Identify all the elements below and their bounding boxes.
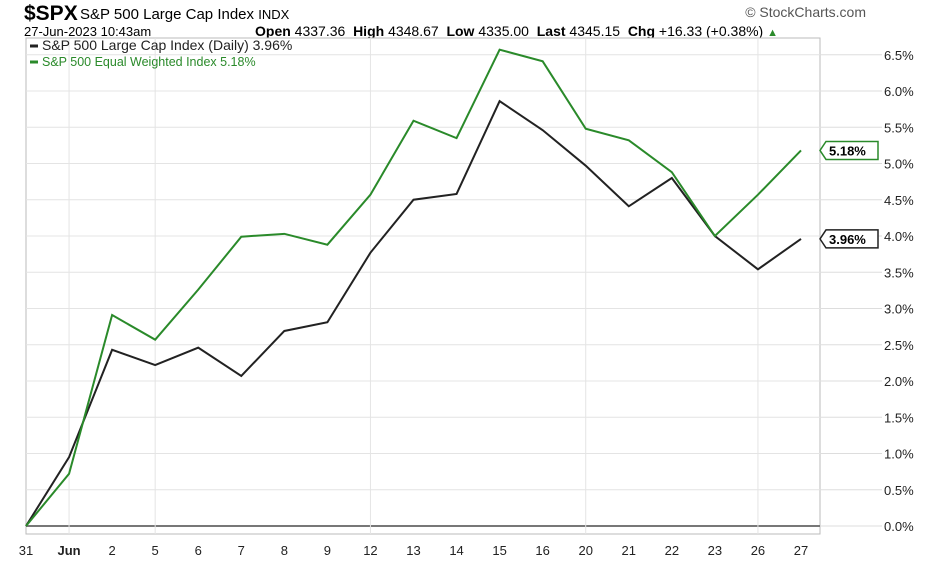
chg-label: Chg (627, 23, 656, 39)
last-label: Last (536, 23, 566, 39)
y-tick-label: 2.5% (884, 338, 914, 353)
x-tick-label: 5 (152, 543, 159, 558)
open-value: 4337.36 (294, 23, 346, 39)
end-label-box (819, 140, 879, 161)
end-label-text: 3.96% (829, 232, 866, 247)
x-tick-label: 31 (19, 543, 33, 558)
y-tick-label: 3.5% (884, 265, 914, 280)
y-tick-label: 6.5% (884, 48, 914, 63)
x-tick-label: 7 (238, 543, 245, 558)
index-name-text: S&P 500 Large Cap Index (80, 6, 255, 23)
index-name: S&P 500 Large Cap Index INDX (80, 6, 289, 23)
y-tick-label: 5.0% (884, 157, 914, 172)
x-tick-label: Jun (57, 543, 80, 558)
x-tick-label: 9 (324, 543, 331, 558)
x-tick-label: 26 (751, 543, 765, 558)
x-tick-label: 27 (794, 543, 808, 558)
x-tick-label: 14 (449, 543, 463, 558)
end-label-box (819, 229, 879, 249)
y-tick-label: 5.5% (884, 120, 914, 135)
datetime: 27-Jun-2023 10:43am (24, 24, 152, 39)
y-tick-label: 1.5% (884, 410, 914, 425)
high-label: High (353, 23, 385, 39)
open-label: Open (255, 23, 291, 39)
legend-entry: S&P 500 Large Cap Index (Daily) 3.96% (42, 37, 292, 53)
y-tick-label: 4.5% (884, 193, 914, 208)
x-tick-label: 2 (108, 543, 115, 558)
low-label: Low (446, 23, 475, 39)
up-arrow-icon: ▲ (767, 27, 778, 39)
quote-bar: Open 4337.36 High 4348.67 Low 4335.00 La… (255, 23, 778, 39)
y-tick-label: 6.0% (884, 84, 914, 99)
x-tick-label: 6 (195, 543, 202, 558)
plot-area (25, 37, 821, 535)
high-value: 4348.67 (388, 23, 439, 39)
x-tick-label: 12 (363, 543, 377, 558)
last-value: 4345.15 (569, 23, 621, 39)
x-tick-label: 20 (578, 543, 592, 558)
x-tick-label: 8 (281, 543, 288, 558)
end-label-0: 3.96% (819, 229, 879, 249)
y-tick-label: 2.0% (884, 374, 914, 389)
legend-entry: S&P 500 Equal Weighted Index 5.18% (42, 55, 256, 69)
x-tick-label: 23 (708, 543, 722, 558)
exchange: INDX (258, 7, 290, 22)
x-tick-label: 16 (535, 543, 549, 558)
end-label-text: 5.18% (829, 143, 866, 158)
low-value: 4335.00 (478, 23, 529, 39)
x-tick-label: 15 (492, 543, 506, 558)
brand-logo: © StockCharts.com (745, 4, 866, 20)
chg-value: +16.33 (+0.38%) (658, 23, 764, 39)
y-tick-label: 0.0% (884, 519, 914, 534)
x-tick-label: 21 (622, 543, 636, 558)
y-tick-label: 0.5% (884, 483, 914, 498)
symbol: $SPX (24, 2, 78, 25)
x-tick-label: 22 (665, 543, 679, 558)
y-tick-label: 3.0% (884, 302, 914, 317)
x-tick-label: 13 (406, 543, 420, 558)
y-tick-label: 1.0% (884, 447, 914, 462)
end-label-1: 5.18% (819, 140, 879, 161)
y-tick-label: 4.0% (884, 229, 914, 244)
